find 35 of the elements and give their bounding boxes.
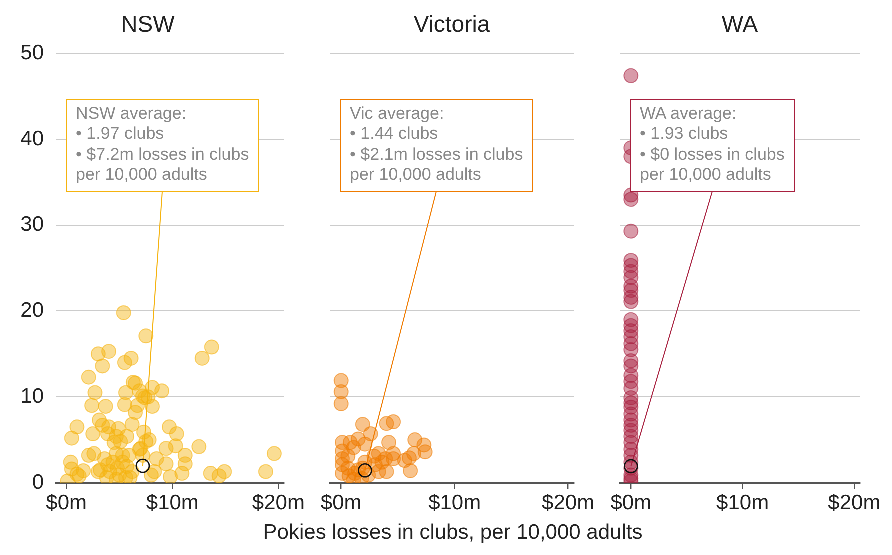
x-tick-label: $10m (146, 491, 199, 514)
chart-title: NSW (121, 11, 176, 38)
point (355, 417, 370, 432)
point (624, 68, 639, 84)
annotation: WA average: • 1.93 clubs • $0 losses in clubs per 10,000 adults (630, 98, 795, 192)
x-tick-label: $20m (828, 491, 881, 514)
point (342, 468, 357, 483)
x-tick-label: $0m (320, 491, 362, 514)
point (624, 294, 639, 310)
y-tick-label: 10 (20, 384, 44, 408)
point (382, 435, 397, 450)
point (403, 463, 418, 478)
point (624, 224, 639, 239)
y-tick-label: 50 (20, 41, 44, 64)
x-tick-label: $20m (542, 491, 595, 514)
x-axis-title: Pokies losses in clubs, per 10,000 adults (263, 521, 643, 545)
y-tick-label: 0 (32, 470, 44, 494)
annotation: NSW average: • 1.97 clubs • $7.2m losses in clubs per 10,000 adults (66, 98, 260, 192)
annotation: Vic average: • 1.44 clubs • $2.1m losses in clubs per 10,000 adults (340, 98, 534, 192)
x-tick-label: $10m (428, 491, 482, 514)
x-tick-label: $10m (716, 491, 770, 514)
chart-title: Victoria (414, 11, 490, 38)
point (624, 192, 639, 208)
chart-title: WA (722, 11, 759, 38)
point (334, 396, 349, 412)
x-tick-label: $0m (610, 491, 652, 514)
y-tick-label: 30 (20, 213, 44, 236)
y-tick-label: 20 (20, 299, 44, 322)
y-tick-label: 40 (20, 127, 44, 150)
point (386, 414, 402, 430)
x-tick-label: $20m (252, 491, 305, 514)
point (374, 454, 390, 470)
x-tick-label: $0m (46, 491, 88, 514)
point (340, 448, 356, 464)
point (334, 384, 349, 400)
